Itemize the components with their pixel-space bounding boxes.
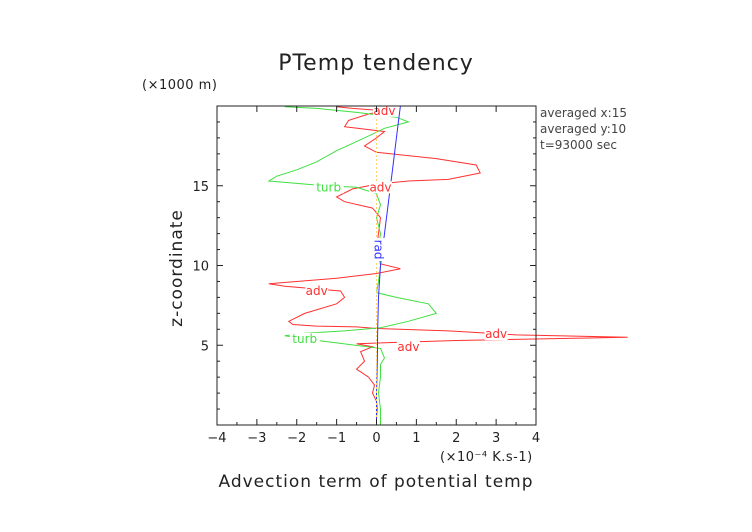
y-tick-label: 15 xyxy=(192,180,209,195)
series-label-turb: turb xyxy=(316,180,341,194)
x-tick-label: −1 xyxy=(327,431,346,446)
series-label-bg xyxy=(484,328,508,341)
y-axis-title: z-coordinate xyxy=(167,209,187,327)
info-line-1: averaged x:15 xyxy=(540,106,627,120)
series-label-turb: turb xyxy=(292,332,317,346)
y-tick-label: 5 xyxy=(201,339,209,354)
series-label-bg xyxy=(396,340,420,353)
series-label-adv: adv xyxy=(485,327,507,341)
series-label-bg xyxy=(313,181,344,194)
info-line-3: t=93000 sec xyxy=(540,138,617,152)
x-tick-label: −4 xyxy=(207,431,226,446)
x-tick-label: 3 xyxy=(492,431,500,446)
x-tick-label: −3 xyxy=(247,431,266,446)
series-line-turb xyxy=(267,106,438,425)
series-label-bg xyxy=(305,285,329,298)
series-label-adv: adv xyxy=(397,340,419,354)
chart-title: PTemp tendency xyxy=(278,51,474,76)
series-label-adv: adv xyxy=(306,284,328,298)
series-line-adv xyxy=(268,106,628,425)
x-axis-title: Advection term of potential temp xyxy=(218,472,533,492)
y-unit-label: (×1000 m) xyxy=(142,78,217,93)
series-line-rad xyxy=(376,106,401,425)
x-tick-label: 2 xyxy=(452,431,460,446)
y-tick-label: 10 xyxy=(192,260,209,275)
x-tick-label: 4 xyxy=(532,431,540,446)
info-line-2: averaged y:10 xyxy=(540,122,626,136)
series-label-bg xyxy=(289,332,320,345)
x-tick-label: −2 xyxy=(287,431,306,446)
x-tick-label: 1 xyxy=(412,431,420,446)
x-tick-label: 0 xyxy=(372,431,380,446)
series-label-adv: adv xyxy=(373,104,395,118)
series-label-rad: rad xyxy=(371,240,385,260)
series-label-bg xyxy=(368,181,392,194)
x-unit-label: (×10⁻⁴ K.s-1) xyxy=(440,450,533,465)
series-label-bg xyxy=(372,104,396,117)
series-label-adv: adv xyxy=(369,180,391,194)
series-label-bg xyxy=(372,238,385,262)
series-group xyxy=(267,106,628,425)
